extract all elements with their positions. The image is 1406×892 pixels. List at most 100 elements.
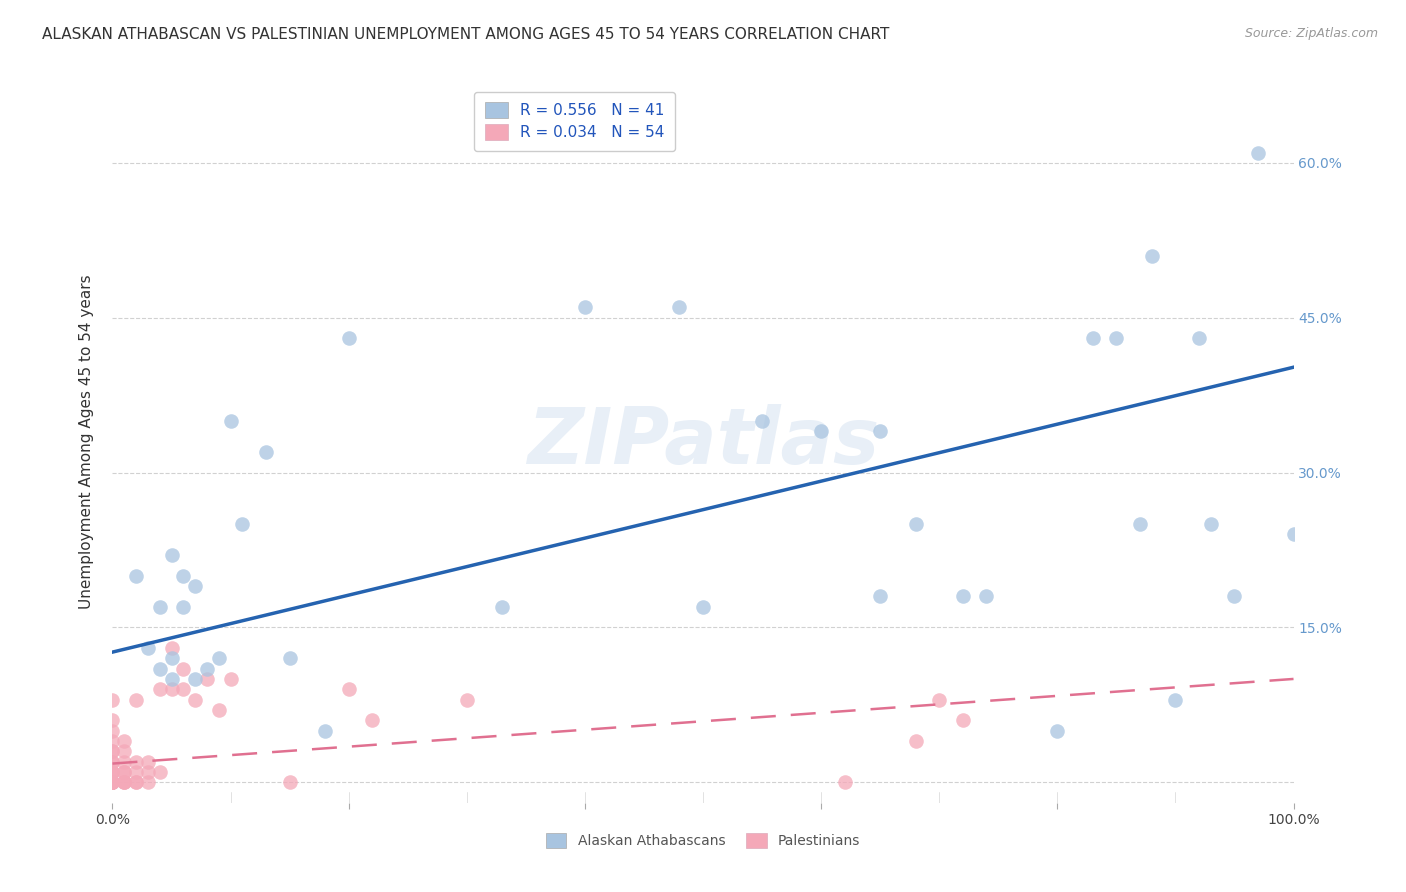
Point <box>101 692 124 706</box>
Point <box>172 599 194 614</box>
Point <box>149 682 172 697</box>
Point <box>219 414 242 428</box>
Point <box>136 775 159 789</box>
Point <box>751 414 773 428</box>
Point <box>101 713 124 727</box>
Point <box>125 755 148 769</box>
Point <box>160 640 183 655</box>
Point <box>1247 145 1270 160</box>
Point <box>101 755 124 769</box>
Point <box>184 692 207 706</box>
Point <box>101 775 124 789</box>
Point <box>195 672 218 686</box>
Point <box>101 764 124 779</box>
Point <box>231 517 253 532</box>
Point <box>101 744 124 758</box>
Point <box>112 755 135 769</box>
Point <box>208 651 231 665</box>
Point <box>101 775 124 789</box>
Point <box>101 775 124 789</box>
Point <box>112 744 135 758</box>
Point <box>125 775 148 789</box>
Point <box>112 775 135 789</box>
Point <box>278 775 301 789</box>
Point <box>952 590 974 604</box>
Point <box>904 734 927 748</box>
Point <box>125 692 148 706</box>
Point <box>149 764 172 779</box>
Point <box>1081 331 1104 345</box>
Point <box>1223 590 1246 604</box>
Point <box>125 764 148 779</box>
Point <box>101 744 124 758</box>
Point <box>160 651 183 665</box>
Point <box>668 301 690 315</box>
Point <box>125 775 148 789</box>
Point <box>337 331 360 345</box>
Y-axis label: Unemployment Among Ages 45 to 54 years: Unemployment Among Ages 45 to 54 years <box>79 274 94 609</box>
Point <box>337 682 360 697</box>
Point <box>834 775 856 789</box>
Point <box>491 599 513 614</box>
Point <box>172 568 194 582</box>
Point <box>904 517 927 532</box>
Point <box>869 424 891 438</box>
Point <box>869 590 891 604</box>
Point <box>101 775 124 789</box>
Point <box>361 713 384 727</box>
Point <box>1188 331 1211 345</box>
Point <box>112 734 135 748</box>
Point <box>112 764 135 779</box>
Text: Source: ZipAtlas.com: Source: ZipAtlas.com <box>1244 27 1378 40</box>
Point <box>101 775 124 789</box>
Point <box>101 775 124 789</box>
Text: ALASKAN ATHABASCAN VS PALESTINIAN UNEMPLOYMENT AMONG AGES 45 TO 54 YEARS CORRELA: ALASKAN ATHABASCAN VS PALESTINIAN UNEMPL… <box>42 27 890 42</box>
Point <box>208 703 231 717</box>
Point <box>160 682 183 697</box>
Legend: Alaskan Athabascans, Palestinians: Alaskan Athabascans, Palestinians <box>540 828 866 854</box>
Text: ZIPatlas: ZIPatlas <box>527 403 879 480</box>
Point <box>1105 331 1128 345</box>
Point <box>160 548 183 562</box>
Point <box>1129 517 1152 532</box>
Point <box>101 734 124 748</box>
Point <box>172 662 194 676</box>
Point <box>112 764 135 779</box>
Point <box>101 755 124 769</box>
Point <box>101 775 124 789</box>
Point <box>254 445 277 459</box>
Point <box>692 599 714 614</box>
Point <box>172 682 194 697</box>
Point <box>1140 249 1163 263</box>
Point <box>125 568 148 582</box>
Point <box>136 755 159 769</box>
Point <box>195 662 218 676</box>
Point <box>574 301 596 315</box>
Point <box>149 662 172 676</box>
Point <box>136 764 159 779</box>
Point <box>952 713 974 727</box>
Point <box>112 775 135 789</box>
Point <box>101 764 124 779</box>
Point <box>219 672 242 686</box>
Point <box>1164 692 1187 706</box>
Point <box>1199 517 1222 532</box>
Point <box>184 579 207 593</box>
Point <box>810 424 832 438</box>
Point <box>278 651 301 665</box>
Point <box>976 590 998 604</box>
Point <box>184 672 207 686</box>
Point <box>101 775 124 789</box>
Point <box>149 599 172 614</box>
Point <box>1046 723 1069 738</box>
Point <box>101 764 124 779</box>
Point <box>928 692 950 706</box>
Point <box>136 640 159 655</box>
Point <box>101 723 124 738</box>
Point <box>1282 527 1305 541</box>
Point <box>456 692 478 706</box>
Point <box>112 775 135 789</box>
Point <box>101 775 124 789</box>
Point <box>160 672 183 686</box>
Point <box>314 723 336 738</box>
